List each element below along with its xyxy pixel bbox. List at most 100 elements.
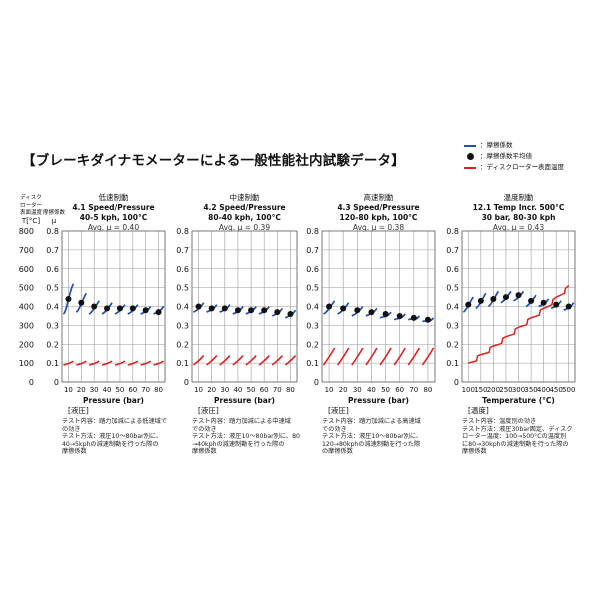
- average-point: [208, 305, 215, 312]
- legend-label: ：摩擦係数: [480, 141, 513, 149]
- temp-tick-label: 100: [19, 359, 34, 368]
- mu-tick-label: 0.5: [446, 284, 459, 293]
- average-point: [234, 307, 241, 314]
- legend-label: ：摩擦係数平均値: [480, 152, 532, 160]
- temperature-trace: [114, 360, 126, 366]
- note-line: →40kphの減速制動を行った際の: [192, 440, 285, 448]
- temperature-trace: [245, 355, 257, 366]
- x-tick-label: 250: [499, 386, 512, 394]
- average-point: [326, 303, 333, 310]
- x-tick-label: 10: [64, 386, 73, 394]
- mu-tick-label: 0.5: [46, 284, 59, 293]
- temp-axis-heading-line: ローター: [19, 202, 42, 209]
- x-tick-label: 70: [273, 386, 282, 394]
- legend-item-temperature: ：ディスクローター表面温度: [464, 162, 564, 173]
- chart-name-jp: 中速制動: [230, 192, 260, 202]
- chart-subtitle: 30 bar, 80-30 kph: [482, 213, 556, 222]
- mu-tick-label: 0.8: [46, 227, 59, 236]
- x-tick-label: 60: [395, 386, 404, 394]
- note-line: テスト内容：温度別の効き: [462, 418, 537, 425]
- mu-tick-label: 0.4: [306, 303, 319, 312]
- x-axis-label-jp: [液圧]: [328, 405, 349, 415]
- mu-tick-label: 0.6: [446, 265, 459, 274]
- temperature-trace: [101, 360, 113, 366]
- plot-frame: [191, 230, 298, 383]
- mu-tick-label: 0.4: [176, 303, 189, 312]
- mu-tick-label: 0.3: [306, 321, 319, 330]
- note-line: 40→5kphの減速制動を行った際の: [62, 440, 159, 448]
- average-point: [142, 307, 149, 314]
- panel-1-note: テスト内容：踏力加減による低速域で の効き テスト方法：液圧10～80bar別に…: [62, 418, 182, 456]
- temp-axis-heading-line: T[°C]: [21, 216, 41, 225]
- chart-name-jp: 温度制動: [504, 192, 534, 202]
- average-point: [221, 305, 228, 312]
- x-tick-label: 100: [462, 386, 475, 394]
- mu-tick-label: 0.3: [446, 321, 459, 330]
- temperature-trace: [153, 360, 164, 366]
- temperature-trace: [192, 355, 205, 366]
- temperature-trace: [284, 355, 297, 366]
- x-axis-label-jp: [液圧]: [198, 405, 219, 415]
- average-point: [540, 299, 547, 306]
- mu-tick-label: 0.1: [446, 359, 459, 368]
- average-point: [553, 301, 560, 308]
- note-line: ローター温度：100→500°Cの温度別: [462, 433, 567, 441]
- temperature-trace: [127, 360, 139, 366]
- average-point: [354, 307, 361, 314]
- chart-name-jp: 低速制動: [99, 192, 129, 202]
- x-tick-label: 60: [128, 386, 137, 394]
- mu-tick-label: 0.1: [176, 359, 189, 368]
- mu-tick-label: 0.6: [176, 265, 189, 274]
- x-tick-label: 10: [194, 386, 203, 394]
- temperature-trace: [271, 355, 284, 366]
- temperature-trace: [322, 347, 336, 366]
- average-point: [340, 305, 347, 312]
- mu-tick-label: 0.4: [46, 303, 59, 312]
- average-point: [104, 305, 111, 312]
- legend: ：摩擦係数 ：摩擦係数平均値 ：ディスクローター表面温度: [464, 140, 564, 173]
- x-tick-label: 40: [103, 386, 112, 394]
- mu-tick-label: 0.2: [46, 340, 59, 349]
- chart-title: 12.1 Temp Incr. 500°C: [473, 203, 565, 212]
- x-tick-label: 40: [233, 386, 242, 394]
- mu-tick-label: 0: [454, 378, 459, 387]
- temperature-trace: [421, 347, 435, 366]
- note-line: テスト方法：液圧30bar固定、ディスク: [462, 425, 573, 433]
- mu-tick-label: 0.8: [446, 227, 459, 236]
- temperature-trace: [393, 347, 406, 366]
- average-point: [78, 299, 85, 306]
- note-line: に80→30kphの減速制動を行った際の: [462, 440, 569, 448]
- note-line: 120→80kphの減速制動を行った際: [322, 440, 421, 448]
- mu-tick-label: 0.7: [306, 246, 319, 255]
- temperature-trace: [206, 355, 218, 366]
- mu-tick-label: 0: [184, 378, 189, 387]
- note-line: 摩擦係数: [62, 448, 87, 456]
- temp-tick-label: 600: [19, 265, 34, 274]
- mu-tick-label: 0.7: [46, 246, 59, 255]
- temperature-trace: [365, 347, 378, 366]
- x-tick-label: 300: [512, 386, 525, 394]
- chart-average-label: Avg. μ = 0.38: [353, 223, 404, 232]
- x-axis-label-jp: [液圧]: [68, 405, 89, 415]
- mu-tick-label: 0.1: [46, 359, 59, 368]
- chart-title: 4.1 Speed/Pressure: [72, 203, 154, 212]
- temperature-trace: [379, 347, 392, 366]
- page-title: 【ブレーキダイナモメーターによる一般性能社内試験データ】: [22, 153, 405, 169]
- x-tick-label: 350: [524, 386, 537, 394]
- x-axis-label: Temperature (°C): [482, 396, 555, 405]
- note-line: テスト内容：踏力加減による低速域で: [62, 418, 168, 425]
- average-point: [565, 303, 572, 310]
- temp-tick-label: 300: [19, 321, 34, 330]
- average-point: [287, 311, 294, 318]
- temperature-trace: [468, 285, 570, 364]
- average-point: [410, 314, 417, 321]
- average-point: [465, 301, 472, 308]
- average-point: [91, 303, 98, 310]
- average-point: [368, 309, 375, 316]
- average-point: [248, 307, 255, 314]
- average-point: [424, 316, 431, 323]
- chart-name-jp: 高速制動: [364, 192, 394, 202]
- mu-tick-label: 0.2: [446, 340, 459, 349]
- average-point: [155, 309, 162, 316]
